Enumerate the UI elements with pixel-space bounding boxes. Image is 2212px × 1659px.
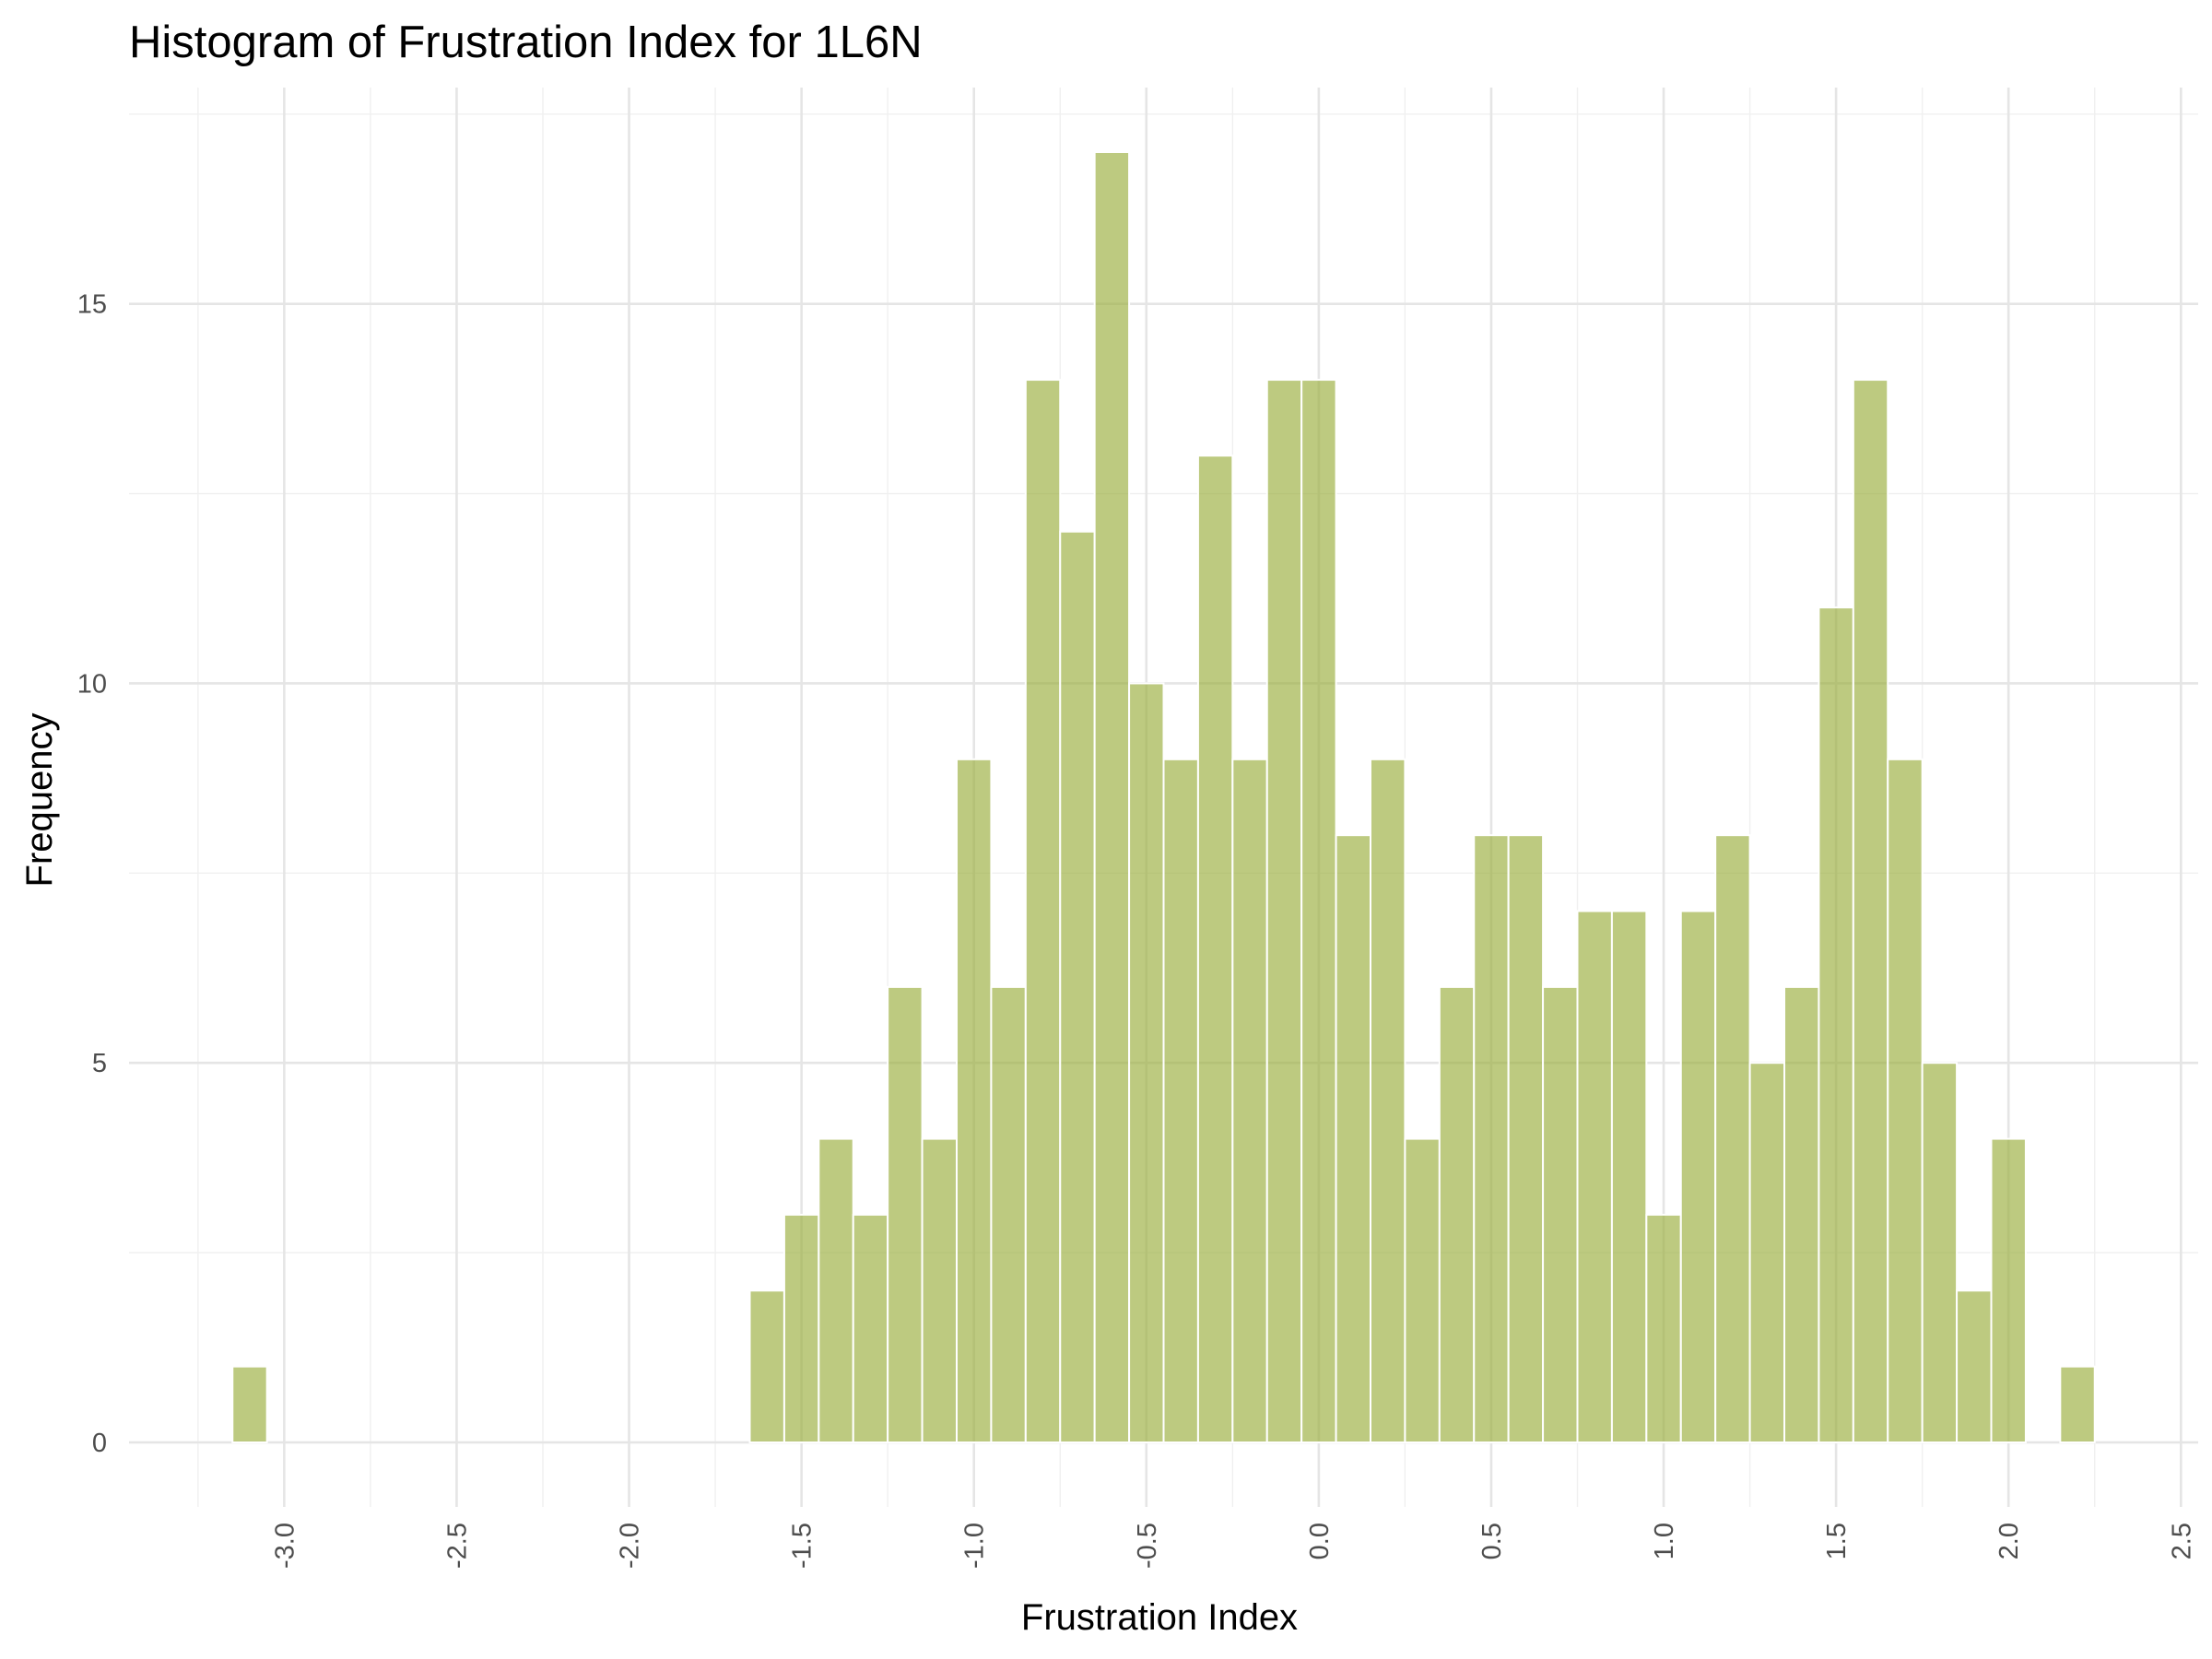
histogram-bar bbox=[1645, 1213, 1682, 1443]
histogram-bar bbox=[1438, 985, 1476, 1443]
histogram-bar bbox=[1024, 379, 1062, 1443]
histogram-bar bbox=[1059, 530, 1096, 1443]
histogram-bar bbox=[1093, 151, 1131, 1443]
y-tick-label: 15 bbox=[77, 290, 107, 320]
histogram-bar bbox=[1404, 1137, 1441, 1444]
y-tick-label: 0 bbox=[92, 1429, 107, 1458]
histogram-bar bbox=[1576, 910, 1613, 1443]
x-tick-label: -1.0 bbox=[960, 1523, 990, 1569]
y-tick-label: 5 bbox=[92, 1049, 107, 1078]
x-tick-label: 0.0 bbox=[1305, 1523, 1335, 1559]
x-tick-label: -0.5 bbox=[1133, 1523, 1162, 1569]
histogram-bar bbox=[1162, 758, 1199, 1443]
x-tick-label: 0.5 bbox=[1477, 1523, 1507, 1559]
histogram-bar bbox=[852, 1213, 889, 1443]
x-tick-label: 1.5 bbox=[1822, 1523, 1852, 1559]
histogram-bar bbox=[1921, 1062, 1959, 1444]
histogram-bar bbox=[1128, 682, 1165, 1443]
histogram-bar bbox=[1852, 379, 1889, 1443]
histogram-bar bbox=[1887, 758, 1924, 1443]
histogram-bar bbox=[1265, 379, 1303, 1443]
x-axis-tick-labels: -3.0 -2.5 -2.0 -1.5 -1.0 -0.5 0.0 0.5 1.0 1.5 2.0 2… bbox=[270, 1523, 2196, 1569]
histogram-bar bbox=[1990, 1137, 2027, 1444]
histogram-bar bbox=[1370, 758, 1406, 1443]
histogram-bar bbox=[1818, 606, 1854, 1443]
x-tick-label: 2.0 bbox=[1994, 1523, 2024, 1559]
histogram-bar bbox=[1542, 985, 1579, 1443]
histogram-bar bbox=[782, 1213, 820, 1443]
x-tick-label: -2.0 bbox=[616, 1523, 645, 1569]
x-tick-label: -2.5 bbox=[442, 1523, 472, 1569]
x-tick-label: 2.5 bbox=[2167, 1523, 2196, 1559]
x-tick-label: 1.0 bbox=[1650, 1523, 1679, 1559]
histogram-bar bbox=[1507, 834, 1545, 1443]
histogram-bar bbox=[1714, 834, 1751, 1443]
histogram-bars bbox=[231, 151, 2096, 1444]
histogram-bar bbox=[231, 1365, 268, 1444]
histogram-bar bbox=[887, 985, 924, 1443]
x-axis-title: Frustration Index bbox=[1021, 1597, 1298, 1638]
histogram-bar bbox=[921, 1137, 958, 1444]
y-axis-tick-labels: 0 5 10 15 bbox=[77, 290, 107, 1458]
histogram-bar bbox=[1196, 454, 1234, 1444]
histogram-bar bbox=[1748, 1062, 1786, 1444]
histogram-bar bbox=[748, 1289, 785, 1443]
x-tick-label: -3.0 bbox=[270, 1523, 300, 1569]
histogram-bar bbox=[1231, 758, 1268, 1443]
histogram-bar bbox=[818, 1137, 854, 1444]
histogram-bar bbox=[1956, 1289, 1993, 1443]
histogram-bar bbox=[990, 985, 1027, 1443]
histogram-bar bbox=[956, 758, 993, 1443]
chart-title: Histogram of Frustration Index for 1L6N bbox=[129, 18, 923, 67]
histogram-bar bbox=[1473, 834, 1510, 1443]
histogram-bar bbox=[2059, 1365, 2096, 1444]
histogram-bar bbox=[1335, 834, 1372, 1443]
histogram-bar bbox=[1610, 910, 1648, 1443]
x-tick-label: -1.5 bbox=[788, 1523, 818, 1569]
y-tick-label: 10 bbox=[77, 669, 107, 699]
histogram-bar bbox=[1783, 985, 1820, 1443]
histogram-bar bbox=[1300, 379, 1337, 1443]
histogram-bar bbox=[1679, 910, 1717, 1443]
y-axis-title: Frequency bbox=[19, 713, 60, 888]
